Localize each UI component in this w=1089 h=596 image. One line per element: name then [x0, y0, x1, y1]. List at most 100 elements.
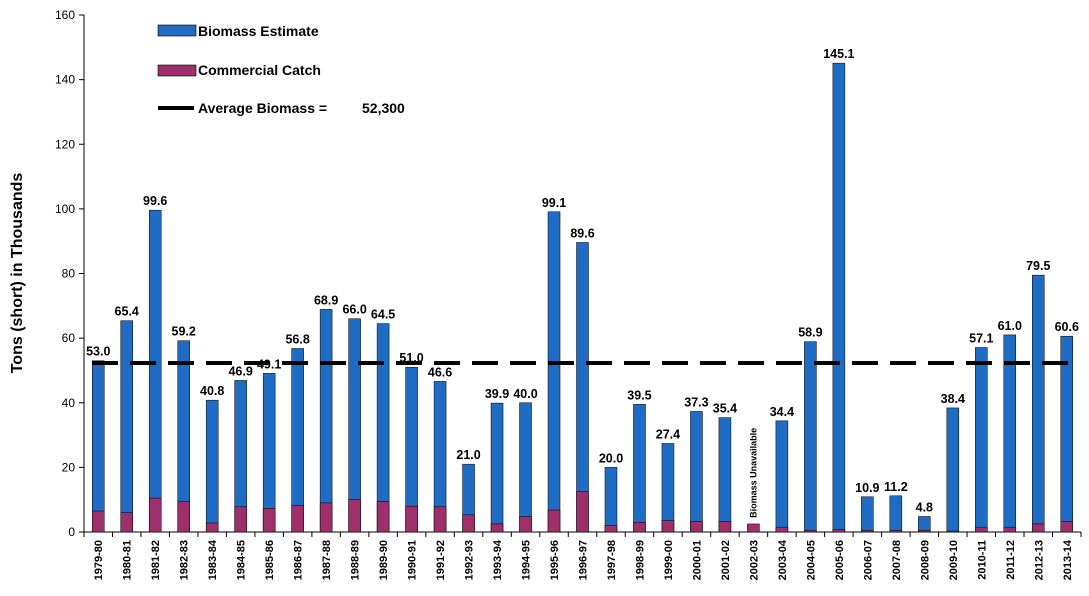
data-label-biomass: 46.6 — [428, 365, 452, 379]
x-axis: 1979-80 1980-81 1981-82 1982-83 1983-84 1984-… — [83, 531, 1082, 580]
data-label-biomass: 21.0 — [456, 448, 480, 462]
x-tick-label: 2004-05 — [805, 540, 817, 580]
bar-catch — [433, 506, 447, 533]
data-label-biomass: 34.4 — [770, 405, 794, 419]
data-label-biomass: 68.9 — [314, 293, 338, 307]
bar-biomass — [205, 399, 219, 533]
data-label-biomass: 66.0 — [342, 303, 366, 317]
y-tick-label: 60 — [62, 331, 76, 345]
x-tick-label: 1984-85 — [236, 540, 248, 580]
bar-catch — [918, 530, 931, 533]
bar-biomass — [120, 320, 133, 533]
bar-biomass — [319, 309, 333, 533]
x-tick-label: 1991-92 — [435, 540, 447, 580]
bar-catch — [661, 520, 675, 533]
bar-biomass — [291, 348, 304, 533]
bar-biomass — [604, 467, 618, 533]
x-tick-label: 1997-98 — [606, 540, 618, 580]
legend-label-catch: Commercial Catch — [198, 62, 321, 78]
bar-catch — [1032, 523, 1045, 533]
x-tick-label: 1993-94 — [492, 539, 504, 580]
bar-biomass — [576, 242, 589, 533]
data-label-biomass: 39.5 — [627, 388, 651, 402]
bar-biomass — [1032, 274, 1045, 533]
x-tick-label: 2013-14 — [1062, 539, 1074, 580]
x-tick-label: 1992-93 — [464, 540, 476, 580]
data-label-biomass: 60.6 — [1055, 320, 1079, 334]
y-tick-label: 40 — [62, 396, 76, 410]
x-tick-label: 1979-80 — [93, 540, 105, 580]
data-label-biomass: 11.2 — [884, 480, 908, 494]
bar-biomass — [832, 62, 846, 533]
data-label-biomass: 99.1 — [542, 196, 566, 210]
data-label-biomass: 20.0 — [599, 451, 623, 465]
bar-biomass — [804, 341, 817, 533]
bar-biomass — [1060, 335, 1074, 533]
annotation-biomass-unavailable: Biomass Unavailable — [748, 428, 758, 518]
bar-catch — [832, 529, 846, 533]
bar-biomass — [690, 411, 703, 533]
y-axis: 0 20 40 60 80 100 120 140 160 — [55, 8, 85, 539]
data-label-biomass: 53.0 — [86, 345, 110, 359]
bar-catch — [547, 509, 561, 533]
x-tick-label: 1990-91 — [407, 540, 419, 580]
x-tick-label: 1980-81 — [122, 540, 134, 580]
bar-catch — [1060, 521, 1074, 533]
data-label-biomass: 40.8 — [200, 384, 224, 398]
legend: Biomass Estimate Commercial Catch Averag… — [157, 23, 405, 116]
data-label-biomass: 59.2 — [172, 325, 196, 339]
bar-catch — [91, 510, 105, 533]
x-tick-label: 1982-83 — [179, 540, 191, 580]
legend-swatch-catch — [157, 64, 197, 77]
bar-catch — [262, 508, 276, 533]
bar-catch — [861, 530, 874, 533]
y-axis-label: Tons (short) in Thousands — [9, 173, 26, 374]
y-tick-label: 140 — [55, 73, 75, 87]
x-tick-label: 2008-09 — [919, 540, 931, 580]
bar-catch — [348, 499, 361, 533]
data-label-biomass: 61.0 — [998, 319, 1022, 333]
bar-biomass — [861, 496, 874, 533]
x-tick-label: 2002-03 — [748, 540, 760, 580]
data-label-biomass: 79.5 — [1026, 259, 1050, 273]
x-tick-label: 2001-02 — [720, 540, 732, 580]
bar-catch — [177, 501, 190, 533]
bar-catch — [319, 502, 333, 533]
bar-biomass — [91, 360, 105, 533]
bar-biomass — [490, 402, 504, 533]
x-tick-label: 1995-96 — [549, 540, 561, 580]
bar-catch — [775, 526, 789, 533]
legend-label-biomass: Biomass Estimate — [198, 23, 319, 39]
y-tick-label: 160 — [55, 8, 75, 22]
annotations: Biomass Unavailable — [748, 428, 758, 518]
bar-biomass — [633, 404, 646, 533]
data-label-biomass: 39.9 — [485, 387, 509, 401]
bar-biomass — [775, 420, 789, 533]
bar-biomass — [918, 516, 931, 533]
biomass-bars — [91, 62, 1074, 533]
y-tick-label: 100 — [55, 202, 75, 216]
x-tick-label: 1988-89 — [350, 540, 362, 580]
x-tick-label: 1983-84 — [207, 539, 219, 580]
y-tick-label: 120 — [55, 137, 75, 151]
data-label-biomass: 64.5 — [371, 308, 395, 322]
bar-biomass — [718, 417, 732, 533]
bar-catch — [747, 523, 760, 533]
bar-catch — [405, 505, 418, 533]
bar-catch — [291, 504, 304, 533]
y-tick-label: 0 — [68, 525, 75, 539]
x-tick-label: 2011-12 — [1005, 540, 1017, 580]
data-label-biomass: 37.3 — [684, 395, 708, 409]
x-tick-label: 2009-10 — [948, 540, 960, 580]
x-tick-label: 2010-11 — [976, 540, 988, 580]
x-tick-label: 1985-86 — [264, 540, 276, 580]
y-tick-label: 80 — [62, 267, 76, 281]
data-labels: 53.065.499.659.240.846.949.156.868.966.0… — [86, 47, 1079, 514]
x-tick-label: 1996-97 — [578, 540, 590, 580]
data-label-biomass: 10.9 — [855, 481, 879, 495]
data-label-biomass: 57.1 — [969, 331, 993, 345]
x-tick-label: 2000-01 — [691, 540, 703, 580]
bar-biomass — [376, 323, 390, 533]
data-label-biomass: 38.4 — [941, 392, 965, 406]
bar-catch — [690, 521, 703, 533]
